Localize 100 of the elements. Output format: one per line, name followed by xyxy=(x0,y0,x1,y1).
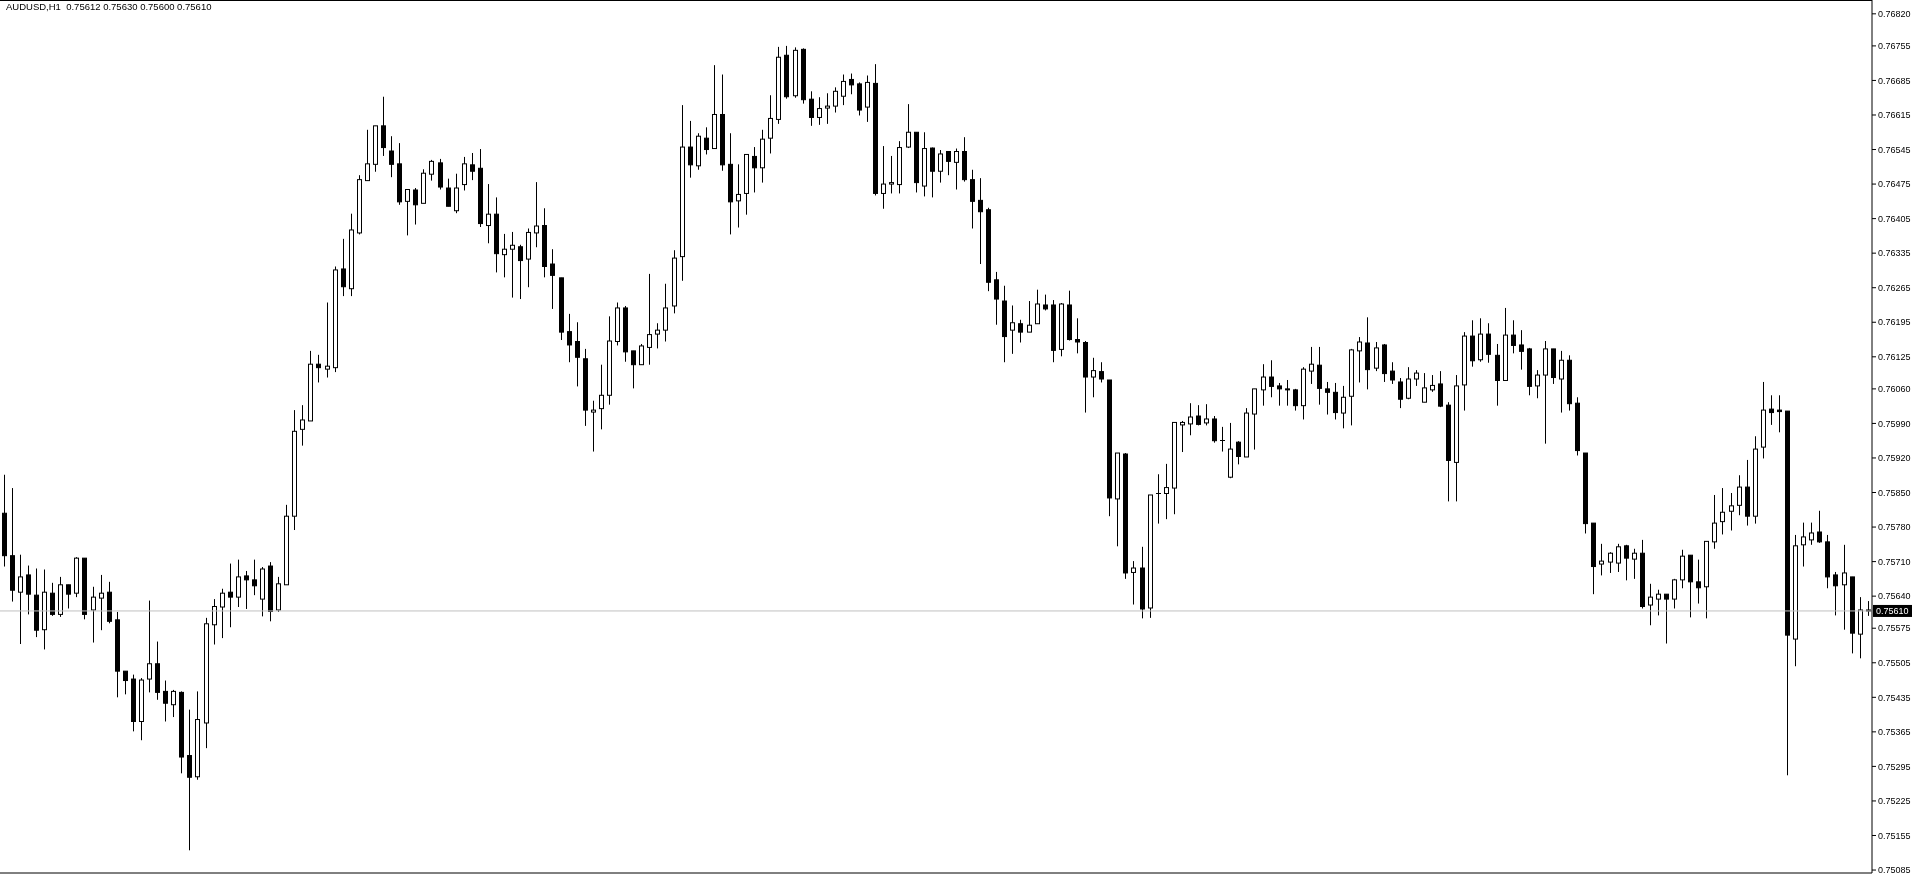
candlestick xyxy=(970,169,975,229)
candlestick xyxy=(752,146,757,193)
y-tick-label: 0.76615 xyxy=(1878,110,1911,121)
candlestick xyxy=(123,670,128,695)
y-tick-label: 0.76265 xyxy=(1878,282,1911,293)
candlestick xyxy=(316,354,321,383)
candlestick xyxy=(1398,377,1403,409)
candlestick xyxy=(833,86,838,114)
candlestick xyxy=(1672,578,1677,609)
candlestick xyxy=(663,283,668,342)
candlestick xyxy=(1341,385,1346,429)
y-tick-label: 0.75920 xyxy=(1878,453,1911,464)
y-tick-label: 0.75295 xyxy=(1878,761,1911,772)
candlestick xyxy=(1091,357,1096,398)
candlestick xyxy=(954,148,959,190)
candlestick xyxy=(1309,346,1314,385)
y-tick-label: 0.76545 xyxy=(1878,144,1911,155)
candlestick xyxy=(325,302,330,379)
candlestick xyxy=(1261,363,1266,407)
candlestick xyxy=(1632,548,1637,580)
candlestick xyxy=(946,151,951,176)
candlestick xyxy=(736,163,741,228)
candlestick xyxy=(389,135,394,178)
candlestick xyxy=(1599,543,1604,576)
candlestick xyxy=(429,159,434,182)
candlestick xyxy=(1438,370,1443,408)
candlestick xyxy=(1616,543,1621,573)
candlestick xyxy=(1422,372,1427,403)
candlestick xyxy=(599,364,604,430)
candlestick xyxy=(244,570,249,610)
candlestick xyxy=(365,129,370,182)
candlestick xyxy=(1180,420,1185,453)
candlestick xyxy=(413,187,418,226)
candlestick xyxy=(841,74,846,106)
candlestick xyxy=(1729,492,1734,532)
y-tick-label: 0.76195 xyxy=(1878,317,1911,328)
candlestick xyxy=(1390,361,1395,385)
chart-title: AUDUSD,H1 0.75612 0.75630 0.75600 0.75610 xyxy=(6,1,212,12)
candlestick xyxy=(881,145,886,210)
candlestick xyxy=(1737,474,1742,516)
candlestick xyxy=(1842,544,1847,631)
candlestick xyxy=(906,103,911,149)
candlestick xyxy=(1357,336,1362,383)
candlestick xyxy=(575,321,580,387)
candlestick xyxy=(1325,381,1330,416)
y-tick-label: 0.75085 xyxy=(1878,865,1911,876)
candlestick xyxy=(1624,544,1629,581)
candlestick xyxy=(1511,319,1516,354)
candlestick xyxy=(1236,440,1241,465)
candlestick xyxy=(1219,426,1226,453)
candlestick xyxy=(631,350,636,389)
y-tick-label: 0.75710 xyxy=(1878,556,1911,567)
y-tick-label: 0.76060 xyxy=(1878,384,1911,395)
candlestick xyxy=(502,233,507,278)
candlestick xyxy=(994,271,999,326)
y-tick-label: 0.75505 xyxy=(1878,657,1911,668)
candlestick xyxy=(228,563,233,628)
candlestick xyxy=(688,120,693,179)
y-tick-label: 0.75575 xyxy=(1878,623,1911,634)
candlestick xyxy=(454,173,459,214)
y-tick-label: 0.76475 xyxy=(1878,179,1911,190)
y-tick-label: 0.76405 xyxy=(1878,213,1911,224)
candlestick xyxy=(1131,560,1136,606)
candlestick xyxy=(1035,289,1040,325)
candlestick xyxy=(300,404,305,447)
candlestick xyxy=(1269,359,1274,398)
candlestick xyxy=(1333,382,1338,420)
candlestick xyxy=(26,565,31,615)
candlestick xyxy=(1010,304,1015,355)
candlestick xyxy=(1664,593,1669,645)
candlestick xyxy=(1317,346,1322,406)
candlestick xyxy=(930,147,935,198)
y-tick-label: 0.76755 xyxy=(1878,41,1911,52)
candlestick xyxy=(1027,300,1032,333)
candlestick xyxy=(1608,551,1613,574)
candlestick xyxy=(1188,402,1193,436)
candlestick xyxy=(1075,317,1080,354)
y-tick-label: 0.75850 xyxy=(1878,487,1911,498)
y-tick-label: 0.75640 xyxy=(1878,591,1911,602)
candlestick xyxy=(187,709,192,851)
candlestick xyxy=(1712,494,1717,550)
candlestick xyxy=(1204,403,1209,426)
candlestick xyxy=(66,584,71,609)
candlestick xyxy=(825,92,830,125)
candlestick xyxy=(518,244,523,300)
candlestick xyxy=(91,586,96,644)
candlestick xyxy=(220,588,225,639)
ref-line-label: 0.75610 xyxy=(1876,606,1909,617)
candlestick xyxy=(1559,350,1564,414)
candlestick xyxy=(704,126,709,155)
candlestick xyxy=(550,248,555,310)
y-tick-label: 0.75780 xyxy=(1878,522,1911,533)
candlestick xyxy=(470,152,475,181)
y-tick-label: 0.76125 xyxy=(1878,351,1911,362)
candlestick xyxy=(1696,559,1701,605)
candlestick xyxy=(978,177,983,265)
candlestick xyxy=(50,582,55,617)
candlestick xyxy=(1277,382,1282,407)
candlestick xyxy=(171,689,176,718)
candlestick xyxy=(446,178,451,207)
